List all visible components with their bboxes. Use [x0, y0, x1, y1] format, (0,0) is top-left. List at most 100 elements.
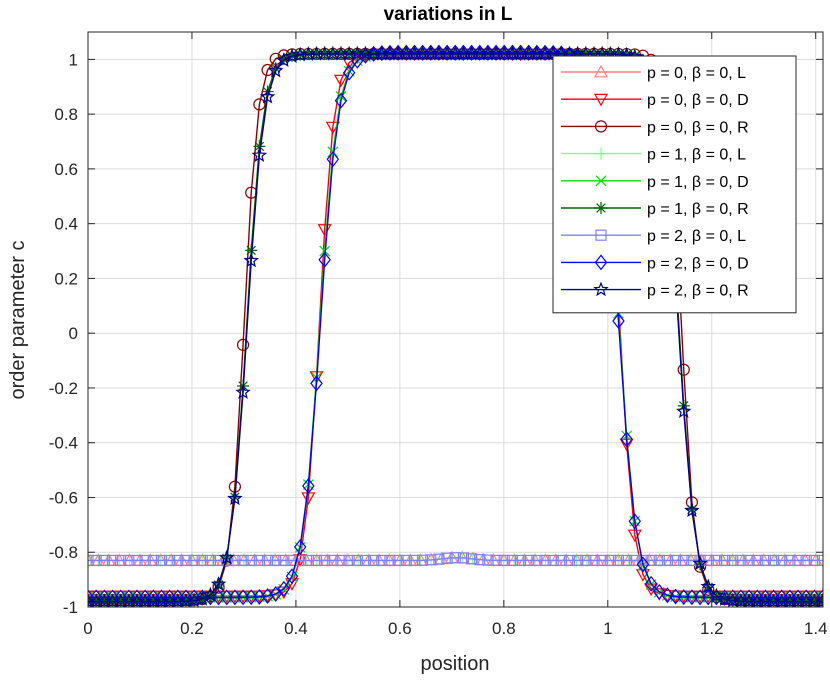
data-point	[294, 554, 306, 567]
y-tick-label: 0.2	[54, 269, 78, 288]
data-point	[506, 44, 519, 61]
data-point	[408, 554, 421, 567]
data-point	[776, 554, 788, 567]
data-point	[514, 44, 527, 61]
data-point	[814, 593, 823, 607]
y-axis-label: order parameter c	[7, 241, 29, 400]
legend-label: p = 2, β = 0, D	[647, 255, 749, 272]
data-point	[440, 44, 454, 61]
data-point	[506, 554, 518, 567]
data-point	[457, 552, 470, 564]
data-point	[514, 554, 527, 567]
data-point	[342, 64, 356, 81]
y-tick-label: 0.6	[54, 160, 78, 179]
data-point	[530, 44, 544, 61]
data-point	[253, 98, 266, 111]
legend-item: p = 0, β = 0, L	[561, 64, 746, 82]
data-point	[652, 583, 666, 600]
y-tick-label: 1	[69, 50, 78, 69]
data-point	[677, 363, 690, 376]
data-point	[718, 554, 731, 567]
data-point	[267, 62, 284, 78]
series-8	[88, 45, 823, 607]
data-point	[245, 554, 257, 567]
data-point	[172, 554, 184, 567]
data-point	[629, 554, 641, 567]
data-point	[448, 44, 462, 61]
data-point	[808, 554, 820, 567]
legend-item: p = 1, β = 0, R	[561, 201, 749, 218]
data-point	[359, 554, 372, 567]
data-point	[726, 589, 739, 606]
data-point	[588, 554, 600, 567]
data-point	[490, 554, 502, 566]
data-point	[425, 554, 437, 566]
data-point	[400, 44, 413, 61]
data-point	[391, 44, 405, 61]
data-point	[441, 552, 453, 564]
data-point	[277, 580, 291, 597]
data-point	[612, 312, 625, 329]
x-tick-label: 0.4	[284, 619, 308, 638]
data-point	[319, 245, 331, 257]
data-point	[212, 589, 225, 606]
y-tick-label: -0.2	[49, 379, 78, 398]
data-point	[716, 591, 733, 606]
data-point	[261, 554, 274, 567]
legend-label: p = 2, β = 0, R	[647, 283, 749, 300]
data-point	[692, 555, 708, 571]
y-tick-label: -1	[63, 598, 78, 617]
legend-marker	[595, 229, 607, 241]
data-point	[202, 586, 219, 602]
data-point	[678, 554, 690, 567]
data-point	[628, 513, 642, 530]
data-point	[538, 44, 552, 61]
data-point	[743, 554, 755, 567]
data-point	[196, 554, 208, 567]
data-point	[408, 44, 421, 61]
axis-ticks: 0 0.2 0.4 0.6 0.8 1 1.2 1.4 -1 -0.8 -0.6 -0.4 -0.2 0 0…	[49, 32, 828, 638]
y-tick-label: -0.6	[49, 488, 78, 507]
data-point	[621, 554, 633, 567]
data-point	[685, 589, 699, 606]
legend: p = 0, β = 0, L p = 0, β = 0, D p = 0, β =…	[552, 55, 797, 314]
x-tick-label: 0.8	[492, 619, 516, 638]
legend-marker	[595, 202, 607, 214]
x-tick-label: 1.2	[700, 619, 724, 638]
data-point	[784, 554, 796, 567]
data-point	[661, 554, 674, 567]
data-point	[164, 554, 176, 567]
data-point	[416, 554, 429, 566]
legend-item: p = 1, β = 0, D	[561, 174, 749, 191]
data-point	[686, 554, 698, 567]
legend-marker	[595, 175, 607, 187]
data-point	[335, 90, 347, 102]
data-point	[106, 554, 119, 567]
data-point	[285, 568, 299, 585]
data-point	[661, 587, 674, 604]
data-point	[251, 147, 268, 162]
y-tick-label: 0	[69, 324, 78, 343]
legend-label: p = 2, β = 0, L	[647, 228, 746, 245]
data-point	[677, 589, 691, 606]
legend-label: p = 1, β = 0, L	[647, 147, 746, 164]
data-point	[253, 140, 266, 153]
data-point	[531, 554, 543, 567]
data-point	[351, 554, 363, 567]
data-point	[433, 553, 445, 565]
data-point	[759, 554, 771, 567]
x-tick-label: 0.6	[388, 619, 412, 638]
y-tick-label: 0.4	[54, 215, 78, 234]
data-point	[237, 554, 249, 567]
data-point	[465, 553, 478, 565]
data-point	[302, 478, 315, 494]
data-point	[523, 554, 535, 567]
data-point	[498, 554, 510, 567]
data-point	[489, 44, 503, 61]
data-point	[457, 44, 470, 61]
data-point	[620, 431, 633, 448]
data-point	[261, 588, 274, 605]
data-point	[636, 556, 650, 573]
data-point	[327, 554, 339, 567]
